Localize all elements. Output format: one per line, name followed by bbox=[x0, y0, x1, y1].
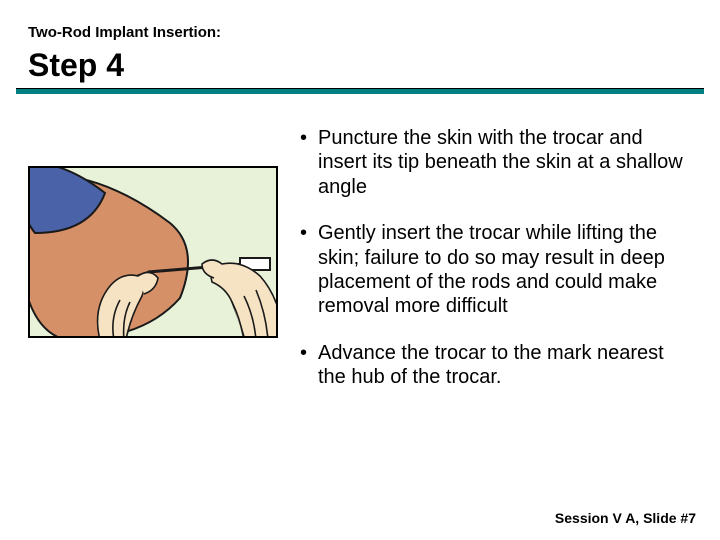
list-item: • Advance the trocar to the mark nearest… bbox=[298, 341, 692, 390]
content-area: • Puncture the skin with the trocar and … bbox=[0, 94, 720, 412]
list-item: • Puncture the skin with the trocar and … bbox=[298, 126, 692, 199]
slide-footer: Session V A, Slide #7 bbox=[555, 510, 696, 526]
bullet-text: Puncture the skin with the trocar and in… bbox=[318, 126, 692, 199]
pre-title: Two-Rod Implant Insertion: bbox=[28, 24, 692, 41]
procedure-illustration bbox=[28, 166, 278, 338]
bullet-marker: • bbox=[298, 221, 318, 319]
header: Two-Rod Implant Insertion: Step 4 bbox=[0, 0, 720, 86]
bullet-text: Gently insert the trocar while lifting t… bbox=[318, 221, 692, 319]
page-title: Step 4 bbox=[28, 47, 692, 86]
arm-trocar-icon bbox=[30, 168, 278, 338]
bullet-text: Advance the trocar to the mark nearest t… bbox=[318, 341, 692, 390]
bullet-marker: • bbox=[298, 126, 318, 199]
illustration-container bbox=[28, 122, 278, 412]
bullet-marker: • bbox=[298, 341, 318, 390]
bullet-list: • Puncture the skin with the trocar and … bbox=[298, 122, 692, 412]
list-item: • Gently insert the trocar while lifting… bbox=[298, 221, 692, 319]
